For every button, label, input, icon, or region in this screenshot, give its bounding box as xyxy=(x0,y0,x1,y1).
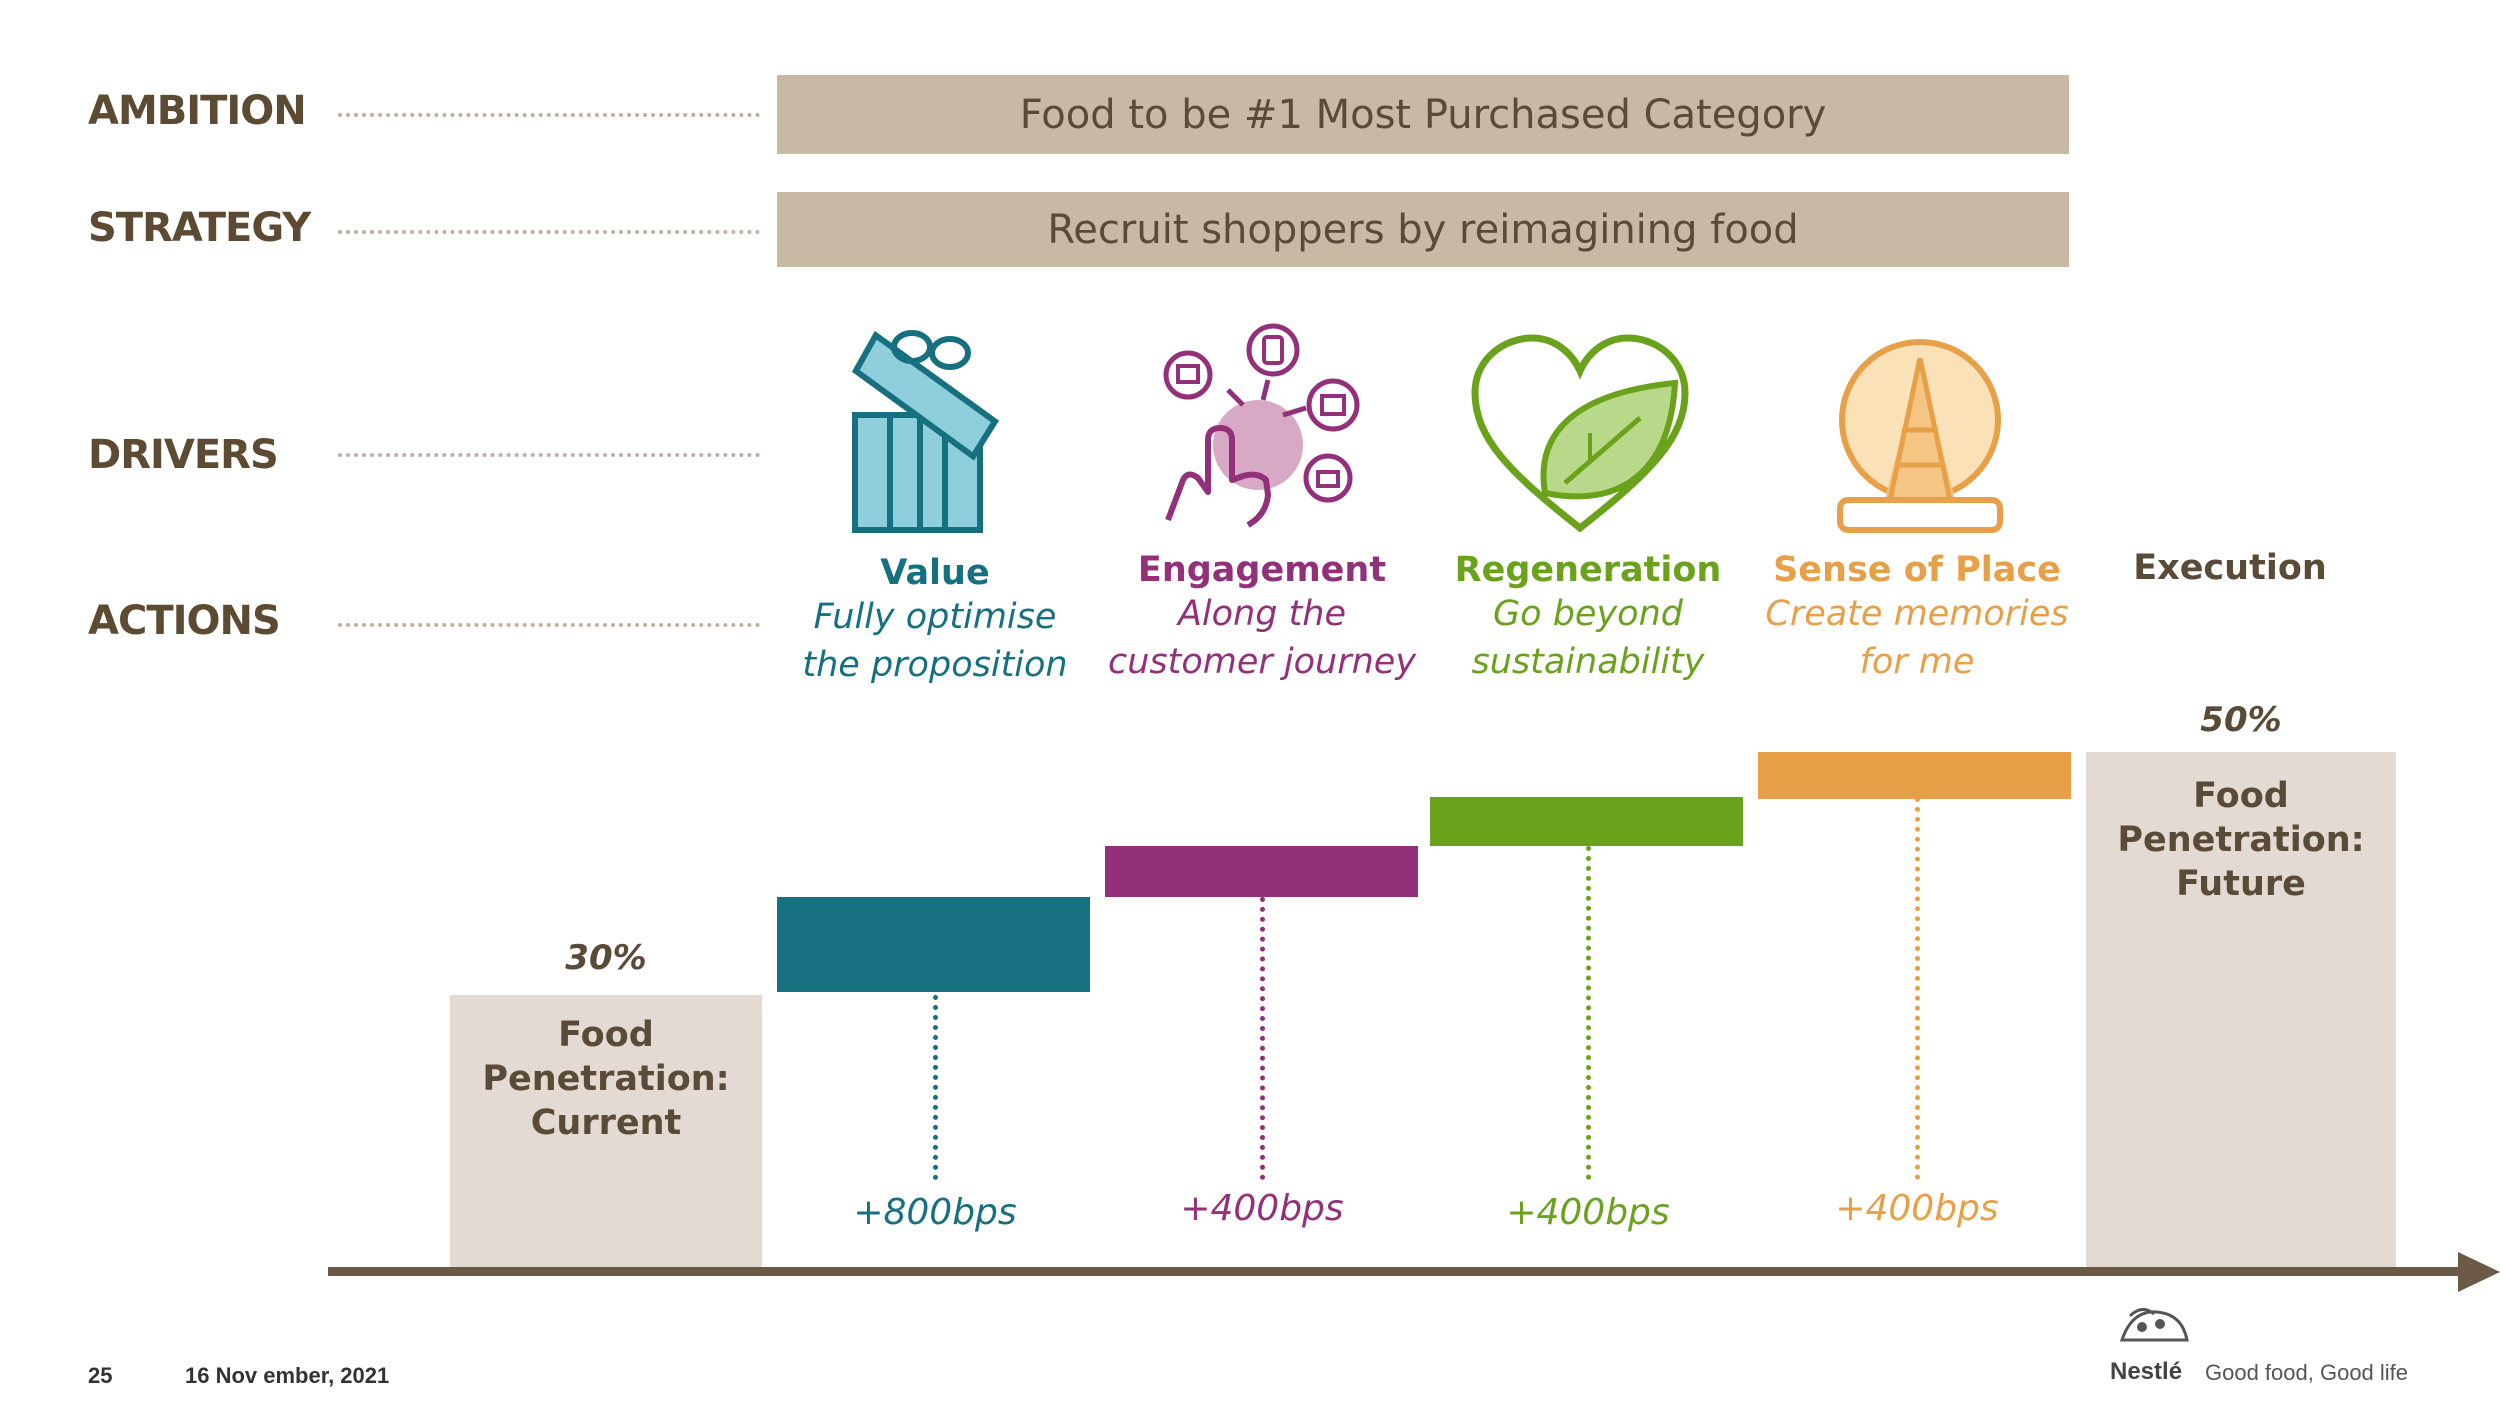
future-line1: Food xyxy=(2193,776,2289,816)
timeline-axis xyxy=(328,1267,2468,1276)
driver-subtitle-line2: for me xyxy=(1859,642,1975,682)
current-line3: Current xyxy=(530,1103,682,1143)
ambition-leader xyxy=(338,113,760,117)
driver-title: Value xyxy=(880,553,990,593)
gift-box-icon xyxy=(851,330,1000,533)
driver-subtitle: Along the customer journey xyxy=(1092,590,1432,686)
driver-subtitle-line1: Go beyond xyxy=(1493,594,1683,634)
driver-subtitle: Go beyond sustainability xyxy=(1418,590,1758,686)
nestle-nest-logo xyxy=(2119,1308,2189,1342)
brand-logo-text: Nestlé xyxy=(2110,1358,2183,1385)
step-bps-label: +400bps xyxy=(1180,1188,1344,1229)
current-line2: Penetration: xyxy=(482,1059,730,1099)
ambition-label: AMBITION xyxy=(88,88,307,134)
strategy-band: Recruit shoppers by reimagining food xyxy=(777,192,2069,267)
driver-subtitle-line2: customer journey xyxy=(1107,642,1417,682)
driver-subtitle-line1: Along the xyxy=(1177,594,1347,634)
step-dotted-line xyxy=(1260,897,1265,1180)
step-bar xyxy=(777,897,1090,992)
step-bar xyxy=(1105,846,1418,897)
driver-subtitle-line2: sustainability xyxy=(1471,642,1705,682)
future-pct: 50% xyxy=(2200,700,2282,740)
driver-title: Regeneration xyxy=(1454,550,1722,590)
driver-subtitle-line1: Create memories xyxy=(1765,594,2069,634)
current-pct: 30% xyxy=(565,938,647,978)
step-bps-label: +400bps xyxy=(1835,1188,1999,1229)
eiffel-snowglobe-icon xyxy=(1837,339,2003,533)
step-dotted-line xyxy=(933,995,938,1180)
actions-leader xyxy=(338,623,760,627)
future-line3: Future xyxy=(2176,864,2306,904)
strategy-label: STRATEGY xyxy=(88,205,311,251)
step-bps-label: +400bps xyxy=(1506,1192,1670,1233)
driver-title: Engagement xyxy=(1137,550,1387,590)
drivers-leader xyxy=(338,453,760,457)
execution-label: Execution xyxy=(2133,548,2327,588)
timeline-arrowhead xyxy=(2458,1252,2500,1292)
step-bar xyxy=(1758,752,2071,799)
driver-title: Sense of Place xyxy=(1773,550,2061,590)
step-bar xyxy=(1430,797,1743,846)
driver-subtitle-line2: the proposition xyxy=(802,645,1068,685)
current-line1: Food xyxy=(558,1015,654,1055)
future-line2: Penetration: xyxy=(2117,820,2365,860)
strategy-leader xyxy=(338,230,760,234)
brand-tagline: Good food, Good life xyxy=(2205,1360,2409,1385)
ambition-band: Food to be #1 Most Purchased Category xyxy=(777,75,2069,154)
date: 16 Nov ember, 2021 xyxy=(185,1363,390,1388)
step-bps-label: +800bps xyxy=(853,1192,1017,1233)
future-penetration-box: Food Penetration: Future xyxy=(2086,752,2396,1267)
strategy-text: Recruit shoppers by reimagining food xyxy=(1047,206,1799,253)
touch-engagement-icon xyxy=(1163,323,1360,528)
driver-subtitle-line1: Fully optimise xyxy=(813,597,1057,637)
actions-label: ACTIONS xyxy=(88,598,281,644)
current-penetration-box: Food Penetration: Current xyxy=(450,995,762,1267)
page-number: 25 xyxy=(88,1363,113,1388)
heart-leaf-icon xyxy=(1471,334,1689,533)
drivers-label: DRIVERS xyxy=(88,432,279,478)
driver-subtitle: Fully optimise the proposition xyxy=(765,593,1105,689)
driver-subtitle: Create memories for me xyxy=(1747,590,2087,686)
ambition-text: Food to be #1 Most Purchased Category xyxy=(1019,91,1827,138)
step-dotted-line xyxy=(1915,797,1920,1180)
step-dotted-line xyxy=(1586,846,1591,1180)
